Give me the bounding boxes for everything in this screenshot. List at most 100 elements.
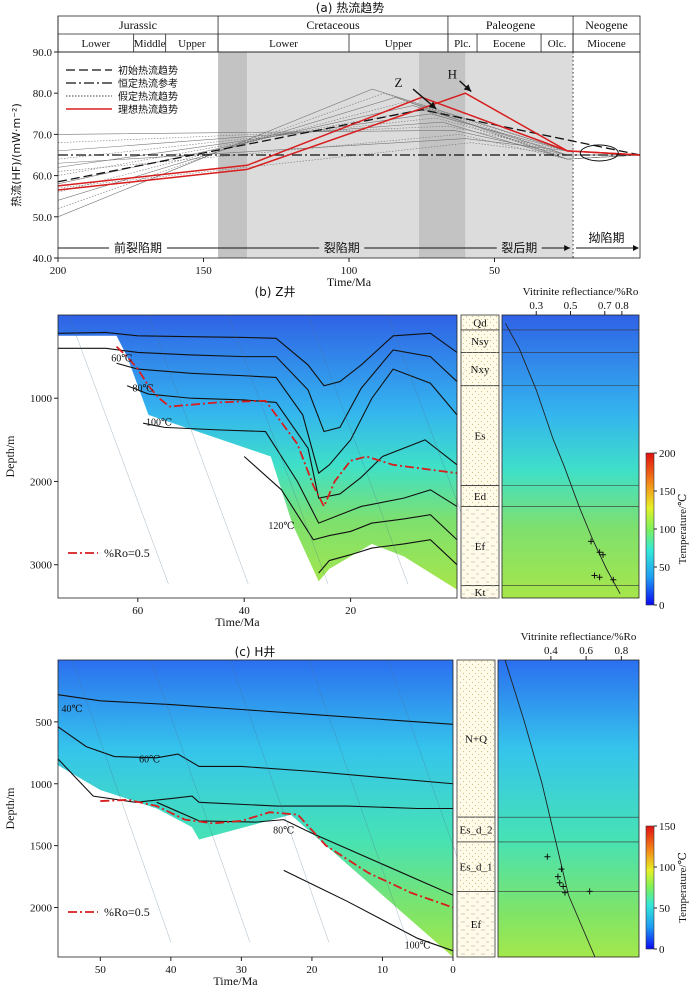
formation-pattern bbox=[457, 841, 495, 892]
vr-axis-label: Vitrinite reflectiance/%Ro bbox=[521, 631, 637, 643]
panel-a-header: Jurassic Cretaceous Paleogene Neogene Lower M… bbox=[57, 15, 641, 258]
formation-pattern bbox=[461, 352, 499, 386]
legend-label: %Ro=0.5 bbox=[104, 546, 150, 560]
well-annotation: Z bbox=[394, 75, 402, 90]
stage-arrows: 前裂陷期 裂陷期 裂后期 拗陷期 bbox=[58, 230, 639, 255]
y-axis-label: Depth/m bbox=[3, 435, 17, 478]
isotherm-line bbox=[143, 422, 458, 524]
x-tick-label: 50 bbox=[95, 964, 107, 976]
y-tick-label: 500 bbox=[36, 717, 53, 729]
stage-arrowhead bbox=[564, 245, 571, 251]
x-tick-label: 150 bbox=[195, 265, 212, 277]
x-tick-label: 20 bbox=[306, 964, 318, 976]
vr-measured-point bbox=[554, 873, 561, 880]
isotherm-line bbox=[126, 385, 458, 499]
y-tick-label: 2000 bbox=[30, 903, 53, 915]
stratum-line bbox=[68, 314, 169, 584]
panel-b-vitrinite: 0.3 0.5 0.7 0.8 Vitrinite reflectiance/%Ro bbox=[501, 286, 640, 599]
formation-pattern bbox=[461, 315, 499, 330]
y-tick-label: 70.0 bbox=[33, 129, 53, 141]
panel-c-title: (c) H井 bbox=[235, 645, 276, 659]
stratum-line bbox=[228, 314, 329, 584]
epoch-label: Miocene bbox=[587, 38, 626, 50]
vr-measured-point bbox=[586, 888, 593, 895]
panel-c-vitrinite: 0.4 0.6 0.8 Vitrinite reflectiance/%Ro bbox=[497, 631, 640, 958]
x-tick-label: 40 bbox=[239, 605, 251, 617]
y-tick-label: 40.0 bbox=[33, 253, 53, 265]
colorbar-tick-label: 50 bbox=[659, 562, 671, 574]
colorbar bbox=[645, 452, 655, 606]
formation-label: N+Q bbox=[465, 734, 487, 746]
epoch-label: Lower bbox=[81, 38, 110, 50]
vr-measured-point bbox=[600, 551, 607, 558]
isotherm-line bbox=[243, 456, 458, 541]
vr-tick-label: 0.3 bbox=[529, 300, 543, 312]
colorbar-label: Temperature/℃ bbox=[677, 852, 689, 923]
vr-measured-point bbox=[596, 574, 603, 581]
x-axis-label: Time/Ma bbox=[327, 275, 372, 289]
vr-measured-point bbox=[588, 538, 595, 545]
stratum-line bbox=[308, 659, 409, 943]
x-tick-label: 20 bbox=[345, 605, 357, 617]
formation-pattern bbox=[457, 891, 495, 957]
isotherm-label: 60℃ bbox=[139, 755, 160, 766]
epoch-label: Lower bbox=[269, 38, 298, 50]
formation-label: Nxy bbox=[471, 364, 490, 376]
vr-measured-point bbox=[591, 572, 598, 579]
assumed-trend-line bbox=[57, 92, 640, 209]
legend-label: 恒定热流参考 bbox=[118, 77, 178, 90]
x-tick-label: 100 bbox=[341, 265, 358, 277]
x-tick-label: 200 bbox=[50, 265, 67, 277]
formation-pattern bbox=[461, 385, 499, 486]
legend-label: 假定热流趋势 bbox=[118, 90, 178, 103]
isotherm-label: 80℃ bbox=[273, 825, 294, 836]
vr-tick-label: 0.5 bbox=[564, 300, 578, 312]
formation-label: Ef bbox=[471, 919, 482, 931]
vr-measured-point bbox=[610, 576, 617, 583]
stage-label-bg bbox=[109, 241, 168, 254]
epoch-label: Eocene bbox=[493, 38, 525, 50]
plot-frame bbox=[57, 314, 458, 599]
panel-a-annotations: ZH bbox=[394, 66, 472, 110]
annotation-arrowhead bbox=[428, 101, 437, 109]
y-tick-label: 1500 bbox=[30, 841, 53, 853]
y-axis-label: Depth/m bbox=[3, 787, 17, 830]
vr-measured-point bbox=[560, 883, 567, 890]
formation-pattern bbox=[461, 506, 499, 586]
isotherm-line bbox=[57, 694, 454, 725]
x-tick-label: 50 bbox=[489, 265, 501, 277]
vr-background bbox=[498, 660, 639, 957]
x-axis-label: Time/Ma bbox=[213, 974, 258, 988]
ro-0-5-curve bbox=[115, 345, 458, 509]
period-label: Neogene bbox=[585, 18, 628, 32]
stage-arrowhead bbox=[633, 245, 639, 251]
vr-measured-point bbox=[544, 853, 551, 860]
colorbar-tick-label: 50 bbox=[659, 903, 671, 915]
vr-measured-point bbox=[558, 866, 565, 873]
colorbar-tick-label: 0 bbox=[659, 944, 665, 956]
isotherm-label: 100℃ bbox=[405, 940, 431, 951]
stratum-line bbox=[150, 659, 251, 943]
vr-tick-label: 0.8 bbox=[615, 645, 629, 657]
panel-b-title: (b) Z井 bbox=[254, 285, 295, 299]
x-tick-label: 60 bbox=[132, 605, 144, 617]
vr-frame bbox=[497, 659, 640, 958]
period-label: Jurassic bbox=[119, 18, 157, 32]
isotherm-line bbox=[318, 539, 458, 574]
isotherm-line bbox=[57, 331, 458, 387]
formation-label: Nsy bbox=[471, 336, 489, 348]
panel-a-title: (a) 热流趋势 bbox=[316, 1, 385, 15]
vr-tick-label: 0.6 bbox=[579, 645, 593, 657]
formation-label: Ed bbox=[474, 491, 487, 503]
period-label: Cretaceous bbox=[306, 18, 360, 32]
y-tick-label: 1000 bbox=[30, 779, 53, 791]
formation-label: Qd bbox=[473, 317, 487, 329]
colorbar-tick-label: 0 bbox=[659, 600, 665, 612]
isotherm-line bbox=[116, 362, 458, 475]
panel-a-heat-flow: (a) 热流趋势 Jurassic Cretaceous Paleogene Neog… bbox=[9, 1, 641, 289]
formation-pattern bbox=[461, 585, 499, 598]
isotherm-label: 40℃ bbox=[62, 704, 83, 715]
isotherm-label: 60℃ bbox=[111, 354, 132, 365]
heat-flow-series bbox=[57, 92, 641, 191]
